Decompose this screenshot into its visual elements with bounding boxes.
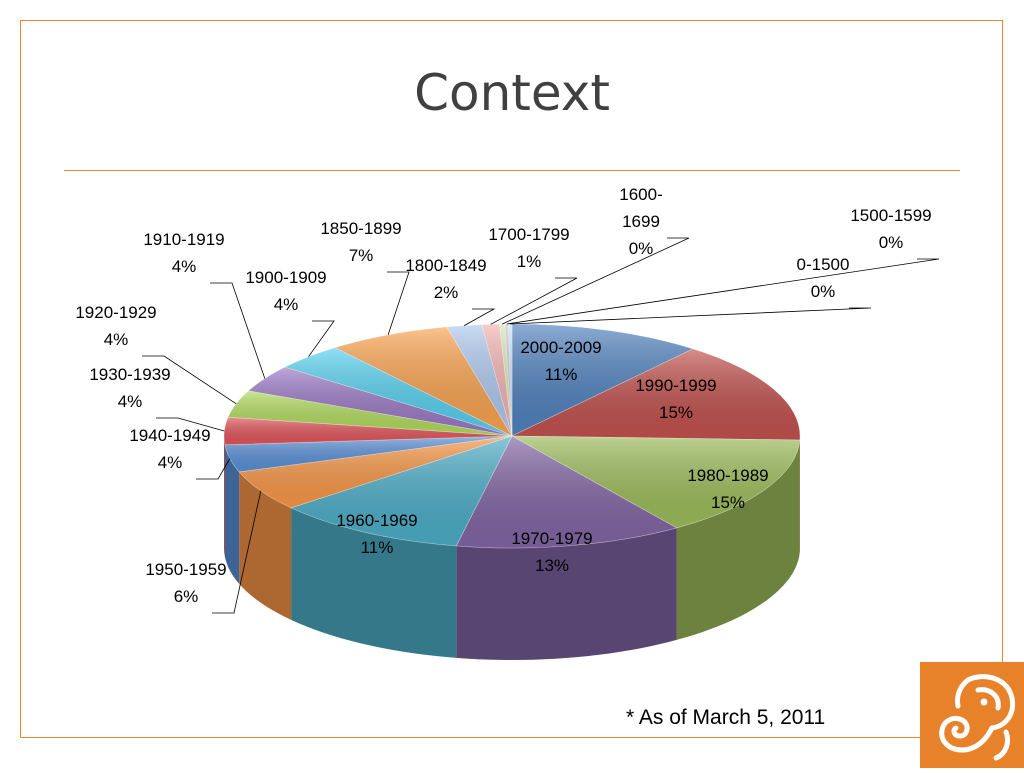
leader-line-1850-1899: [387, 272, 409, 335]
pie-tops: [224, 324, 800, 548]
leader-line-1600-1699: [502, 238, 689, 324]
leader-line-1700-1799: [491, 278, 577, 324]
leader-line-0-1500: [510, 308, 871, 324]
logo-badge: [920, 662, 1024, 768]
leader-line-1910-1919: [210, 283, 265, 379]
footnote: * As of March 5, 2011: [626, 706, 825, 730]
elephant-logo-icon: [920, 662, 1024, 768]
leader-line-1800-1849: [464, 309, 494, 326]
